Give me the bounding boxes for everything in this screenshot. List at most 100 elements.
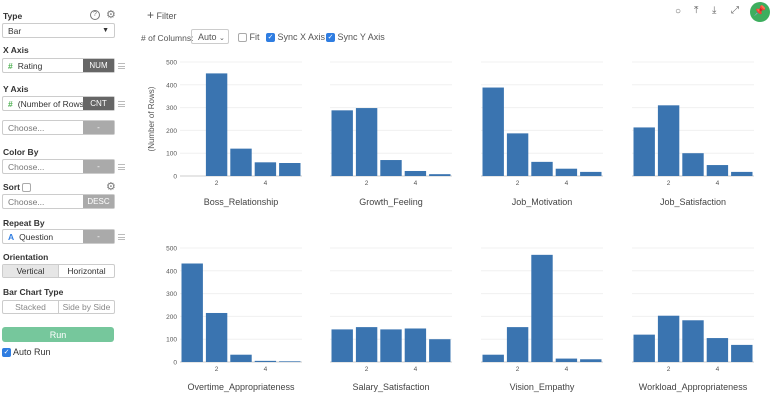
sort-placeholder: Choose... <box>8 196 45 207</box>
bar <box>279 361 301 362</box>
bar-type-side-by-side[interactable]: Side by Side <box>58 301 114 313</box>
y-tick-label: 500 <box>166 60 177 67</box>
fit-label: Fit <box>249 32 260 42</box>
y-axis-label: Y Axis <box>3 84 29 94</box>
bar <box>633 127 655 176</box>
panel-title: Job_Satisfaction <box>660 197 726 207</box>
bar <box>682 320 704 362</box>
bar-type-stacked[interactable]: Stacked <box>15 302 46 312</box>
y-tick-label: 100 <box>166 337 177 344</box>
y-axis-field[interactable]: # (Number of Rows) CNT <box>2 96 115 111</box>
bar <box>205 312 228 362</box>
bar <box>230 354 252 362</box>
repeat-tag[interactable]: - <box>83 230 114 243</box>
repeat-field-name: Question <box>19 231 54 242</box>
filter-label: Filter <box>156 11 177 21</box>
sync-x-option[interactable]: ✓ Sync X Axis <box>266 32 325 43</box>
auto-run-checkbox[interactable]: ✓ <box>2 348 11 358</box>
y2-field[interactable]: Choose... - <box>2 120 115 135</box>
color-placeholder: Choose... <box>8 161 45 172</box>
x-tick-label: 2 <box>516 180 520 187</box>
type-select[interactable]: Bar ▼ <box>2 23 115 38</box>
x-axis-field[interactable]: # Rating NUM <box>2 58 115 73</box>
x-tick-label: 2 <box>215 366 219 373</box>
x-tick-label: 4 <box>716 180 720 187</box>
y-field-name: (Number of Rows) <box>17 98 83 109</box>
bar <box>506 133 529 176</box>
help-icon[interactable]: ? <box>90 10 100 20</box>
bar <box>429 174 451 176</box>
orientation-label: Orientation <box>3 252 49 262</box>
color-by-field[interactable]: Choose... - <box>2 159 115 174</box>
y2-tag[interactable]: - <box>83 121 114 134</box>
bar <box>682 153 704 176</box>
sort-gear-icon[interactable]: ⚙ <box>106 181 116 193</box>
bar <box>254 162 277 176</box>
y-tick-label: 300 <box>166 105 177 112</box>
x-tick-label: 4 <box>565 180 569 187</box>
bar <box>205 73 228 176</box>
bar <box>331 329 353 362</box>
y-tick-label: 200 <box>166 314 177 321</box>
repeat-by-field[interactable]: A Question - <box>2 229 115 244</box>
x-tick-label: 4 <box>264 180 268 187</box>
y-agg-tag[interactable]: CNT <box>83 97 114 110</box>
type-value: Bar <box>8 25 22 36</box>
y-axis-title: (Number of Rows) <box>147 86 156 151</box>
sort-label: Sort <box>3 182 32 193</box>
pin-icon[interactable]: 📌 <box>750 2 770 22</box>
sync-y-checkbox[interactable]: ✓ <box>326 33 335 43</box>
drag-handle-icon[interactable] <box>118 234 125 240</box>
bar <box>355 327 378 362</box>
download-icon[interactable]: ⤓ <box>712 5 717 16</box>
orientation-toggle: Vertical Horizontal <box>2 264 115 278</box>
sync-y-label: Sync Y Axis <box>337 32 385 42</box>
gear-icon[interactable]: ⚙ <box>106 9 116 21</box>
comment-icon[interactable]: ○ <box>675 6 682 17</box>
bar-chart-type-label: Bar Chart Type <box>3 287 64 297</box>
fit-checkbox[interactable] <box>238 33 247 43</box>
number-icon: # <box>8 98 13 109</box>
repeat-by-label: Repeat By <box>3 218 45 228</box>
upload-icon[interactable]: ⤒ <box>694 5 699 16</box>
sort-field[interactable]: Choose... DESC <box>2 194 115 209</box>
bar <box>531 161 553 176</box>
sort-order-tag[interactable]: DESC <box>83 195 114 208</box>
y-tick-label: 500 <box>166 246 177 253</box>
x-tick-label: 2 <box>667 180 671 187</box>
bar <box>429 339 451 362</box>
x-tick-label: 2 <box>365 180 369 187</box>
bar <box>706 338 729 362</box>
y-tick-label: 0 <box>173 360 177 367</box>
plus-icon: + <box>147 8 155 22</box>
bar-type-toggle: Stacked Side by Side <box>2 300 115 314</box>
x-agg-tag[interactable]: NUM <box>83 59 114 72</box>
columns-label: # of Columns: <box>141 33 194 43</box>
y-tick-label: 400 <box>166 82 177 89</box>
bar <box>731 344 753 362</box>
auto-run[interactable]: ✓ Auto Run <box>2 347 51 358</box>
sync-y-option[interactable]: ✓ Sync Y Axis <box>326 32 385 43</box>
filter-button[interactable]: + Filter <box>147 8 177 22</box>
drag-handle-icon[interactable] <box>118 101 125 107</box>
y-tick-label: 200 <box>166 128 177 135</box>
x-tick-label: 4 <box>565 366 569 373</box>
columns-select[interactable]: Auto ⌄ <box>191 29 229 44</box>
fit-option[interactable]: Fit <box>238 32 260 43</box>
drag-handle-icon[interactable] <box>118 63 125 69</box>
color-tag[interactable]: - <box>83 160 114 173</box>
run-button[interactable]: Run <box>2 327 114 342</box>
orientation-vertical[interactable]: Vertical <box>3 265 58 277</box>
x-field-name: Rating <box>17 60 43 71</box>
bar <box>404 170 427 176</box>
bar <box>331 110 353 176</box>
expand-icon[interactable]: ⤢ <box>731 5 739 16</box>
bar <box>531 254 553 362</box>
bar <box>706 165 729 176</box>
drag-handle-icon[interactable] <box>118 164 125 170</box>
sort-checkbox[interactable] <box>22 183 32 193</box>
sync-x-checkbox[interactable]: ✓ <box>266 33 275 43</box>
orientation-horizontal[interactable]: Horizontal <box>58 265 114 277</box>
bar <box>555 168 578 176</box>
sidebar: Type ? ⚙ Bar ▼ X Axis # Rating NUM Y Axis #… <box>0 0 130 400</box>
